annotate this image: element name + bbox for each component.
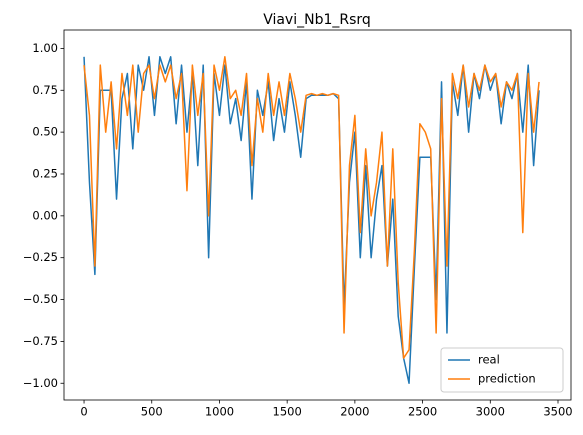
legend-box xyxy=(440,347,564,393)
y-tick-label: 0.00 xyxy=(32,208,58,222)
legend: real prediction xyxy=(440,347,564,393)
x-tick-label: 2500 xyxy=(408,405,437,419)
y-tick-label: −1.00 xyxy=(23,376,58,390)
y-tick-label: −0.50 xyxy=(23,292,58,306)
y-tick-label: 1.00 xyxy=(32,41,58,55)
y-tick-label: −0.25 xyxy=(23,250,58,264)
y-tick-label: −0.75 xyxy=(23,334,58,348)
x-tick-label: 0 xyxy=(80,405,87,419)
chart-title: Viavi_Nb1_Rsrq xyxy=(263,12,371,28)
series-line xyxy=(83,56,540,385)
x-tick-label: 2000 xyxy=(340,405,369,419)
legend-label: real xyxy=(478,353,500,367)
axes-frame xyxy=(63,29,572,401)
series-line xyxy=(83,56,540,359)
legend-label: prediction xyxy=(478,372,536,386)
x-tick-label: 1500 xyxy=(273,405,302,419)
x-tick-label: 3500 xyxy=(543,405,572,419)
y-tick-label: 0.25 xyxy=(32,166,58,180)
x-tick-label: 1000 xyxy=(205,405,234,419)
x-tick-label: 3000 xyxy=(476,405,505,419)
x-tick-label: 500 xyxy=(141,405,163,419)
y-tick-label: 0.75 xyxy=(32,83,58,97)
y-tick-label: 0.50 xyxy=(32,125,58,139)
